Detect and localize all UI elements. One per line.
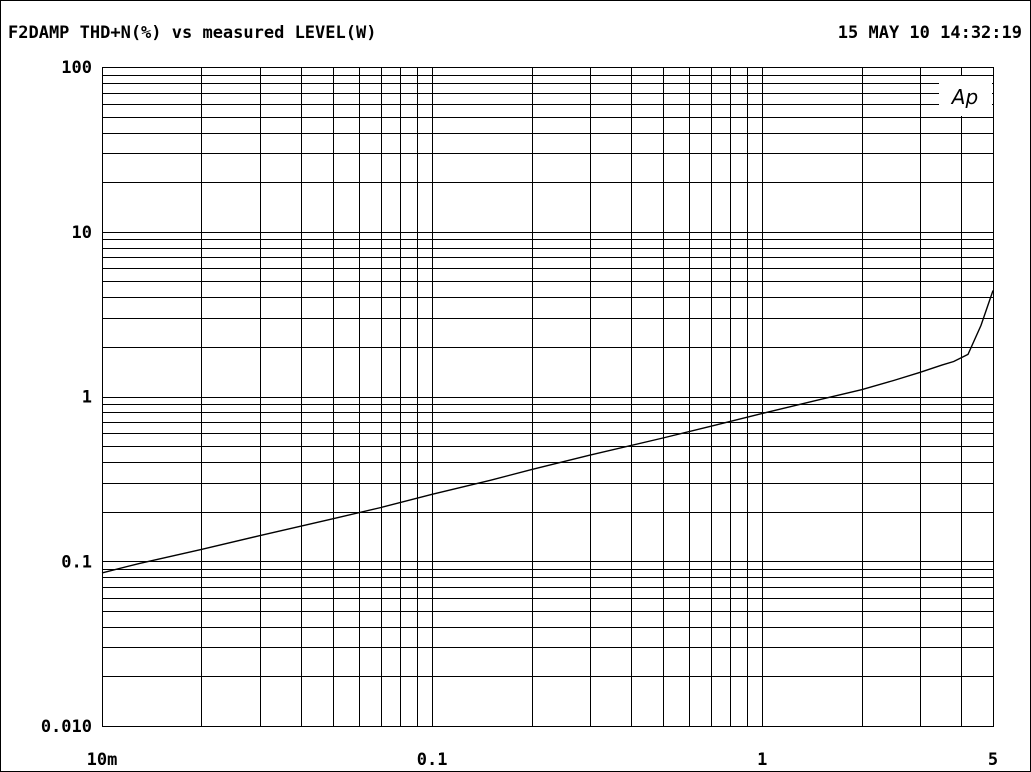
chart-title: F2DAMP THD+N(%) vs measured LEVEL(W)	[8, 23, 376, 43]
ap-logo-background	[939, 76, 992, 116]
data-series	[101, 290, 994, 574]
x-tick-label: 10m	[87, 750, 118, 770]
y-tick-label: 1	[82, 388, 92, 408]
timestamp: 15 MAY 10 14:32:19	[838, 23, 1022, 43]
plot-border	[102, 67, 994, 727]
y-tick-label: 10	[72, 223, 92, 243]
y-tick-label: 100	[61, 58, 92, 78]
x-tick-label: 0.1	[417, 750, 448, 770]
x-tick-label: 5	[988, 750, 998, 770]
ap-logo: Ap	[950, 85, 978, 109]
axis-labels: 100 10 1 0.1 0.010 10m 0.1 1 5	[41, 58, 998, 770]
x-tick-label: 1	[757, 750, 767, 770]
y-tick-label: 0.010	[41, 717, 92, 737]
grid	[102, 67, 994, 727]
y-tick-label: 0.1	[61, 552, 92, 572]
thd-series-line	[101, 290, 994, 574]
ap-logo-box: Ap	[939, 76, 992, 116]
